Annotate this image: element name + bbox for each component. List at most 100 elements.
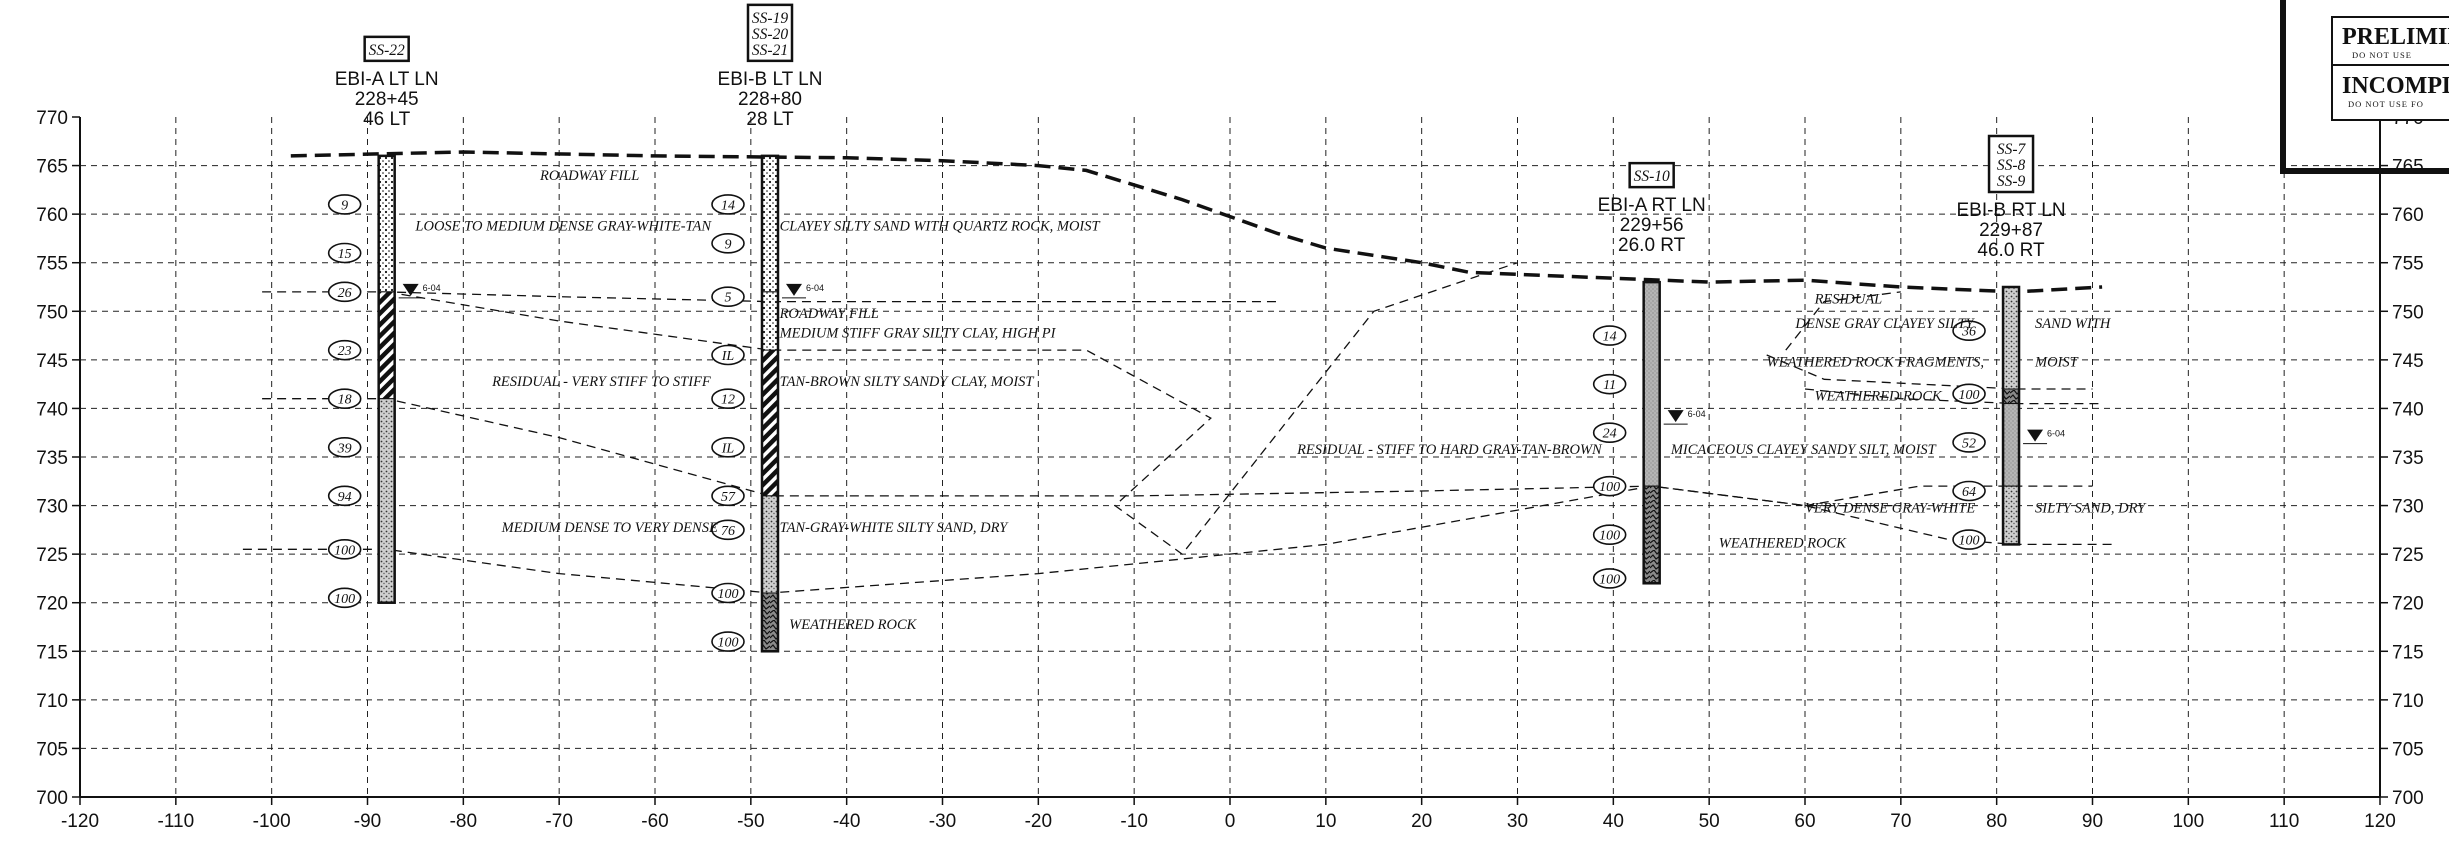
stratum-label: MEDIUM DENSE TO VERY DENSE — [501, 520, 718, 536]
boring-layer-clay — [761, 349, 779, 497]
water-level-date: 6-04 — [806, 283, 824, 293]
x-tick-label: 20 — [1411, 811, 1432, 832]
n-value-oval — [1592, 568, 1627, 589]
stratum-label: MOIST — [2034, 355, 2079, 371]
boring-column — [377, 154, 396, 604]
water-level-date: 6-04 — [423, 283, 441, 293]
x-tick-label: 10 — [1315, 811, 1336, 832]
x-tick-label: 40 — [1603, 811, 1624, 832]
stratum-label: RESIDUAL - VERY STIFF TO STIFF — [491, 374, 711, 390]
n-value-oval — [1952, 383, 1986, 405]
y-axis-tick-labels: 700 700 705 705 710 710 715 715 720 720 725 725 730 7… — [36, 108, 2423, 809]
n-value-oval — [711, 232, 745, 254]
water-level-date: 6-04 — [1688, 409, 1706, 419]
y-tick-label-left: 705 — [36, 739, 68, 760]
x-tick-label: -80 — [450, 811, 477, 832]
n-value-oval — [327, 538, 362, 560]
y-tick-label-right: 735 — [2392, 448, 2424, 469]
stratum-labels: ROADWAY FILL LOOSE TO MEDIUM DENSE GRAY-W… — [414, 168, 2147, 633]
n-value: 100 — [1599, 572, 1620, 587]
n-value-oval — [327, 281, 362, 303]
water-level-icon — [786, 283, 802, 296]
n-value: 100 — [1959, 388, 1980, 403]
n-value: 23 — [338, 344, 352, 359]
n-value-oval — [711, 436, 745, 458]
strata-boundary-line — [386, 262, 1518, 555]
y-tick-label-right: 740 — [2392, 399, 2424, 420]
boring-id: SS-20 — [752, 26, 788, 43]
x-tick-label: -40 — [833, 811, 860, 832]
n-value: 100 — [1959, 534, 1980, 549]
stamp-incomplete: INCOMPL — [2342, 73, 2449, 99]
boring-column — [2001, 285, 2021, 546]
n-value-oval — [1592, 475, 1627, 497]
boring-header-line: 229+56 — [1620, 215, 1684, 236]
x-axis-tick-labels: -120 -110 -100 -90 -80 -70 -60 -50 -40 -30 -20 -10 0… — [61, 811, 2396, 832]
water-level-icon — [402, 283, 419, 296]
boring-header-line: 46 LT — [363, 109, 411, 130]
n-value-oval — [327, 587, 362, 609]
axis-frame — [72, 116, 2388, 805]
x-tick-label: -70 — [545, 811, 572, 832]
x-tick-label: -60 — [641, 811, 668, 832]
stratum-label: WEATHERED ROCK — [789, 617, 917, 633]
boring-layer-silt — [1643, 281, 1661, 487]
water-level-date: 6-04 — [2047, 429, 2065, 439]
x-tick-label: 120 — [2364, 811, 2396, 832]
y-tick-label-right: 725 — [2392, 545, 2424, 566]
n-value-oval — [327, 388, 362, 410]
x-tick-label: 50 — [1699, 811, 1720, 832]
x-tick-label: 30 — [1507, 811, 1528, 832]
x-tick-label: 90 — [2082, 811, 2103, 832]
stratum-label: RESIDUAL - STIFF TO HARD GRAY-TAN-BROWN — [1296, 442, 1603, 458]
n-value: IL — [721, 441, 735, 456]
y-tick-label-left: 755 — [36, 254, 68, 275]
boring-id: SS-19 — [752, 10, 788, 27]
boring-id-box — [1987, 134, 2035, 194]
n-value-oval — [711, 194, 745, 215]
stratum-label: ROADWAY FILL — [539, 168, 639, 184]
n-value-oval — [711, 519, 745, 541]
stratum-label: SAND WITH — [2035, 316, 2112, 332]
n-value-oval — [1952, 432, 1986, 453]
n-value: 36 — [1961, 325, 1976, 340]
boring-layer-silt — [2002, 403, 2020, 487]
boring-header-line: EBI-B RT LN — [1956, 200, 2065, 221]
n-value-oval — [711, 631, 745, 652]
n-value: 39 — [337, 441, 352, 456]
n-value-oval — [711, 286, 745, 308]
stratum-label: MEDIUM STIFF GRAY SILTY CLAY, HIGH PI — [779, 326, 1057, 342]
n-value: 52 — [1962, 436, 1976, 451]
n-value: 57 — [721, 490, 736, 505]
boring-header-line: 28 LT — [746, 109, 794, 130]
boring-id: SS-7 — [1997, 141, 2027, 158]
x-tick-label: 110 — [2269, 811, 2299, 832]
boring-header-line: 46.0 RT — [1977, 240, 2045, 261]
x-tick-label: 80 — [1986, 811, 2007, 832]
x-tick-label: -110 — [158, 811, 195, 832]
n-value: 100 — [718, 636, 739, 651]
y-tick-label-right: 700 — [2392, 788, 2424, 809]
stratum-label: MICACEOUS CLAYEY SANDY SILT, MOIST — [1670, 442, 1937, 458]
stratum-label: WEATHERED ROCK FRAGMENTS, — [1767, 355, 1984, 371]
x-tick-label: 70 — [1890, 811, 1911, 832]
boring-header-line: 229+87 — [1979, 220, 2043, 241]
n-value-oval — [1592, 422, 1627, 444]
stamp-incomplete-sub: DO NOT USE FO — [2348, 99, 2424, 109]
n-value-oval — [711, 344, 745, 366]
boring-id-box — [363, 35, 410, 63]
boring-id: SS-21 — [752, 42, 788, 59]
boring-id: SS-22 — [369, 42, 405, 59]
strata-boundary-line — [1785, 291, 1901, 351]
n-value: 24 — [1603, 427, 1617, 442]
boring-id: SS-8 — [1997, 157, 2026, 174]
n-value: 18 — [338, 393, 352, 408]
water-level-icon — [1667, 410, 1684, 423]
x-tick-label: 100 — [2172, 811, 2204, 832]
n-value: IL — [721, 349, 735, 364]
y-tick-label-left: 765 — [36, 157, 68, 178]
y-tick-label-right: 720 — [2392, 594, 2424, 615]
